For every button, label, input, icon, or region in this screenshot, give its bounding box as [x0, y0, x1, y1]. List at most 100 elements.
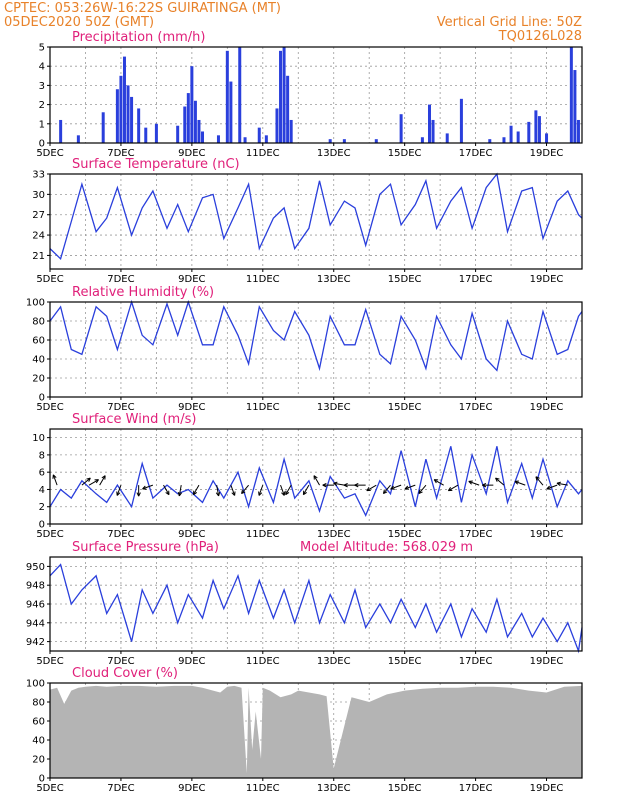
wind-arrow-shaft: [433, 479, 444, 486]
wind-arrow-shaft: [193, 484, 200, 495]
wind-arrow-head: [142, 485, 146, 490]
x-tick-label: 15DEC: [388, 402, 422, 413]
precip-bar: [342, 139, 346, 143]
wind-arrow-head: [215, 492, 220, 497]
wind-arrow: [192, 484, 200, 496]
plot-frame: [49, 428, 583, 525]
x-tick-label: 11DEC: [246, 529, 280, 540]
wind-arrow-shaft: [546, 484, 558, 490]
precip-bar: [144, 127, 148, 143]
wind-arrow: [382, 484, 391, 495]
panel-title: Precipitation (mm/h): [72, 30, 205, 45]
wind-arrow-head: [241, 491, 246, 495]
panel-title: Surface Wind (m/s): [72, 412, 196, 427]
wind-arrow: [514, 480, 526, 486]
x-tick-label: 11DEC: [246, 783, 280, 794]
precip-bar: [130, 96, 134, 143]
wind-arrow: [482, 482, 494, 488]
wind-arrow-head: [303, 491, 307, 496]
wind-arrow-head: [447, 487, 452, 491]
precip-bar: [59, 119, 63, 143]
x-tick-label: 7DEC: [107, 783, 134, 794]
x-tick-label: 11DEC: [246, 656, 280, 667]
precip-bar: [119, 75, 123, 143]
x-tick-label: 17DEC: [459, 402, 493, 413]
y-tick-label: 0: [39, 520, 45, 531]
y-tick-label: 5: [39, 43, 45, 54]
plot-frame: [49, 173, 583, 270]
wind-arrow-shaft: [280, 484, 285, 496]
wind-arrow-head: [285, 491, 290, 496]
wind-arrow: [556, 481, 568, 486]
x-tick-label: 17DEC: [459, 529, 493, 540]
cloud-area: [50, 685, 582, 778]
wind-arrow-shaft: [88, 479, 99, 486]
precip-bar: [569, 47, 573, 143]
y-tick-label: 40: [32, 736, 45, 747]
wind-arrow: [142, 484, 154, 490]
wind-arrow-shaft: [404, 484, 416, 490]
precip-bar: [573, 70, 577, 143]
wind-arrow: [535, 476, 544, 486]
wind-arrow: [136, 485, 141, 497]
wind-arrow-head: [322, 482, 327, 486]
product-code: TQ0126L028: [498, 29, 582, 44]
precip-bar: [257, 127, 261, 143]
x-tick-label: 19DEC: [530, 402, 564, 413]
y-tick-label: 950: [26, 562, 45, 573]
x-tick-label: 9DEC: [178, 656, 205, 667]
wind-arrow: [468, 480, 480, 486]
rh-series-line: [49, 299, 583, 372]
wind-arrow-head: [116, 492, 121, 496]
wind-arrow: [52, 474, 58, 486]
x-tick-label: 7DEC: [107, 148, 134, 159]
wind-arrow-shaft: [535, 476, 544, 486]
wind-arrow-head: [482, 482, 487, 486]
precip-bar: [502, 137, 506, 143]
wind-arrow-head: [514, 481, 519, 485]
wind-arrow: [258, 484, 264, 496]
y-tick-label: 8: [39, 450, 45, 461]
wind-arrow: [230, 484, 236, 496]
precip-bar: [374, 139, 378, 143]
y-tick-label: 20: [32, 374, 45, 385]
x-tick-label: 19DEC: [530, 148, 564, 159]
wind-arrow-head: [281, 492, 285, 496]
y-tick-label: 100: [26, 679, 45, 690]
wind-arrow-head: [322, 484, 327, 488]
chart-temp: Surface Temperature (nC) 21 24 27 30 33 5DEC 7D…: [32, 157, 583, 285]
y-tick-label: 80: [32, 698, 45, 709]
precip-bar: [76, 135, 80, 143]
wind-arrow: [88, 479, 99, 486]
y-tick-label: 0: [39, 774, 45, 785]
press-series-line: [49, 563, 583, 654]
wind-arrow: [177, 485, 183, 497]
wind-arrow-shaft: [468, 480, 480, 486]
x-tick-label: 13DEC: [317, 783, 351, 794]
x-tick-label: 19DEC: [530, 783, 564, 794]
precip-bar: [399, 114, 403, 143]
precip-bar: [201, 131, 205, 143]
x-tick-label: 5DEC: [36, 402, 63, 413]
wind-arrow-shaft: [514, 480, 526, 486]
y-tick-label: 946: [26, 600, 45, 611]
precip-bar: [216, 135, 220, 143]
x-tick-label: 9DEC: [178, 274, 205, 285]
x-tick-label: 17DEC: [459, 148, 493, 159]
plot-frame: [49, 682, 583, 779]
x-tick-label: 7DEC: [107, 402, 134, 413]
wind-arrow-shaft: [142, 484, 154, 490]
wind-arrow-shaft: [313, 475, 320, 486]
x-tick-label: 5DEC: [36, 783, 63, 794]
wind-arrow: [354, 482, 366, 488]
grid-line-note: Vertical Grid Line: 50Z: [436, 15, 582, 30]
y-tick-label: 33: [32, 170, 45, 181]
x-tick-label: 19DEC: [530, 274, 564, 285]
y-tick-label: 2: [39, 502, 45, 513]
chart-press: Surface Pressure (hPa) Model Altitude: 56…: [26, 540, 583, 667]
y-tick-label: 948: [26, 581, 45, 592]
precip-bar: [275, 108, 279, 143]
precip-bar: [176, 125, 180, 143]
wind-arrow-head: [313, 475, 318, 479]
